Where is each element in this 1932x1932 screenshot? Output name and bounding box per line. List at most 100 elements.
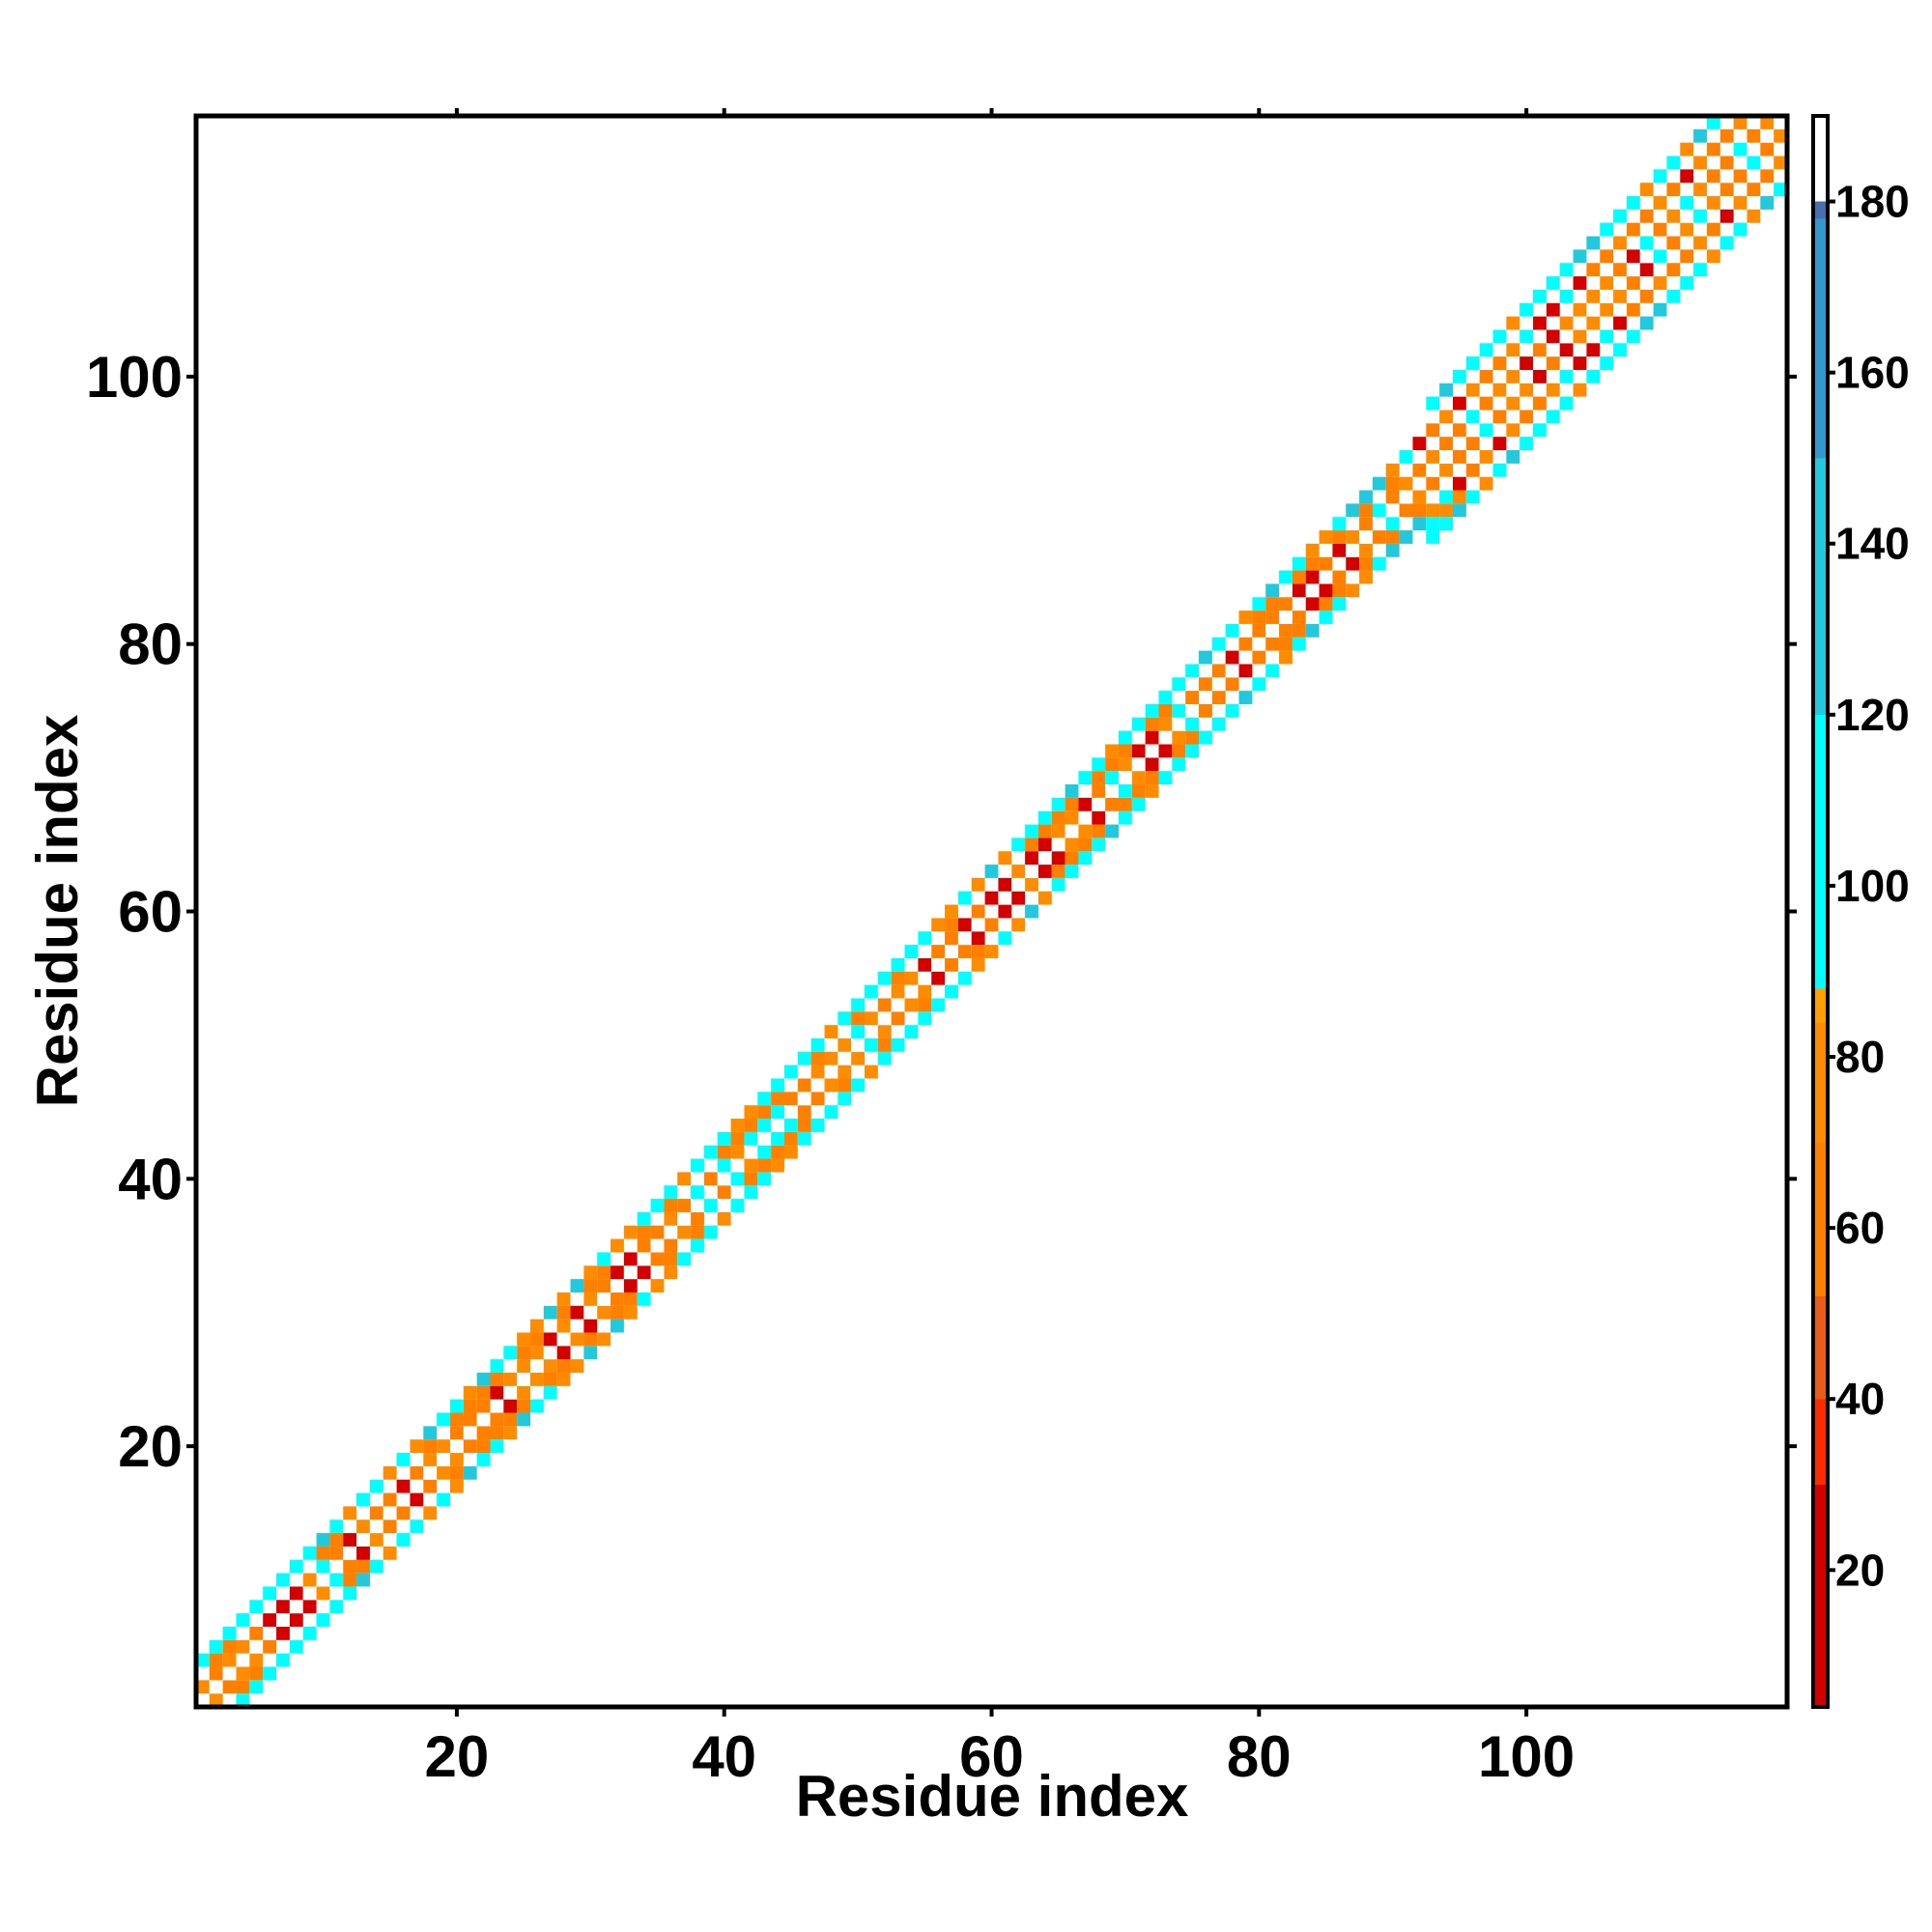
heatmap-cell [222, 1626, 237, 1640]
heatmap-cell [891, 1011, 905, 1026]
heatmap-cell [289, 1639, 303, 1654]
heatmap-cell [1626, 222, 1640, 237]
heatmap-cell [1332, 530, 1347, 544]
heatmap-cell [783, 1145, 798, 1159]
heatmap-cell [449, 1453, 464, 1466]
heatmap-cell [637, 1225, 651, 1239]
heatmap-cell [998, 851, 1012, 866]
heatmap-cell [1426, 530, 1440, 544]
heatmap-cell [1439, 410, 1453, 424]
heatmap-cell [1533, 316, 1547, 330]
heatmap-cell [1199, 703, 1212, 718]
heatmap-cell [1105, 744, 1119, 758]
heatmap-cell [623, 1252, 638, 1266]
heatmap-cell [249, 1680, 264, 1694]
heatmap-cell [343, 1506, 357, 1520]
y-tick-label: 80 [118, 612, 183, 677]
heatmap-cell [1211, 717, 1226, 731]
heatmap-cell [263, 1586, 277, 1601]
heatmap-cell [945, 904, 958, 919]
heatmap-cell [838, 1078, 852, 1093]
heatmap-cell [316, 1559, 330, 1574]
heatmap-cell [797, 1092, 811, 1106]
heatmap-cell [1666, 156, 1681, 170]
heatmap-cell [1185, 703, 1200, 718]
x-tick-label: 40 [692, 1724, 756, 1789]
heatmap-cell [543, 1346, 557, 1360]
heatmap-cell [1426, 517, 1440, 531]
heatmap-cell [1439, 503, 1453, 518]
heatmap-cell [1546, 383, 1560, 397]
heatmap-cell [209, 1693, 223, 1707]
heatmap-cell [423, 1439, 438, 1454]
heatmap-cell [637, 1252, 651, 1266]
heatmap-cell [1492, 329, 1507, 344]
heatmap-cell [971, 945, 985, 958]
heatmap-cell [1065, 865, 1079, 878]
heatmap-cell [1011, 838, 1026, 852]
heatmap-cell [369, 1533, 384, 1547]
heatmap-cell [410, 1492, 424, 1507]
heatmap-cell [611, 1279, 624, 1293]
heatmap-cell [517, 1372, 531, 1386]
heatmap-cell [1706, 249, 1720, 264]
heatmap-cell [1145, 703, 1159, 718]
heatmap-cell [1145, 730, 1159, 745]
heatmap-cell [543, 1332, 557, 1347]
heatmap-cell [463, 1439, 477, 1454]
heatmap-cell [1452, 476, 1466, 491]
heatmap-cell [838, 1092, 852, 1106]
heatmap-cell [1185, 664, 1200, 678]
heatmap-cell [1680, 276, 1694, 290]
heatmap-cell [517, 1332, 531, 1347]
heatmap-cell [1693, 128, 1707, 143]
heatmap-cell [1626, 276, 1640, 290]
heatmap-cell [383, 1465, 397, 1480]
heatmap-cell [249, 1639, 264, 1654]
heatmap-cell [1520, 369, 1534, 384]
heatmap-cell [945, 984, 958, 999]
heatmap-cell [1533, 343, 1547, 357]
heatmap-cell [437, 1412, 450, 1427]
heatmap-cell [1399, 503, 1413, 518]
heatmap-cell [383, 1520, 397, 1534]
heatmap-cell [1385, 543, 1400, 557]
heatmap-cell [1158, 703, 1173, 718]
heatmap-cell [1600, 276, 1614, 290]
heatmap-cell [1412, 503, 1427, 518]
heatmap-cell [744, 1185, 758, 1200]
heatmap-cell [1359, 543, 1373, 557]
heatmap-cell [263, 1626, 277, 1640]
heatmap-cell [797, 1078, 811, 1093]
heatmap-cell [1332, 597, 1347, 611]
heatmap-cell [851, 998, 866, 1012]
heatmap-cell [1372, 556, 1386, 571]
heatmap-cell [1385, 517, 1400, 531]
heatmap-cell [971, 918, 985, 932]
heatmap-cell [556, 1359, 571, 1373]
heatmap-cell [1492, 437, 1507, 451]
heatmap-cell [810, 1037, 825, 1052]
heatmap-cell [490, 1399, 504, 1413]
heatmap-cell [957, 931, 972, 946]
heatmap-cell [1546, 343, 1560, 357]
heatmap-cell [1399, 530, 1413, 544]
heatmap-cell [1399, 476, 1413, 491]
heatmap-cell [1559, 289, 1574, 303]
heatmap-cell [891, 998, 905, 1012]
y-tick-label: 100 [86, 345, 183, 410]
heatmap-cell [1037, 851, 1052, 866]
heatmap-cell [865, 1065, 878, 1079]
heatmap-cell [703, 1145, 718, 1159]
heatmap-cell [998, 891, 1012, 905]
heatmap-cell [449, 1399, 464, 1413]
heatmap-cell [1666, 183, 1681, 197]
x-tick-label: 20 [425, 1724, 490, 1789]
heatmap-cell [476, 1412, 491, 1427]
heatmap-cell [717, 1158, 731, 1173]
heatmap-cell [1573, 383, 1587, 397]
heatmap-cell [1600, 289, 1614, 303]
heatmap-cell [1172, 703, 1186, 718]
heatmap-cell [1185, 717, 1200, 731]
heatmap-cell [1145, 784, 1159, 798]
